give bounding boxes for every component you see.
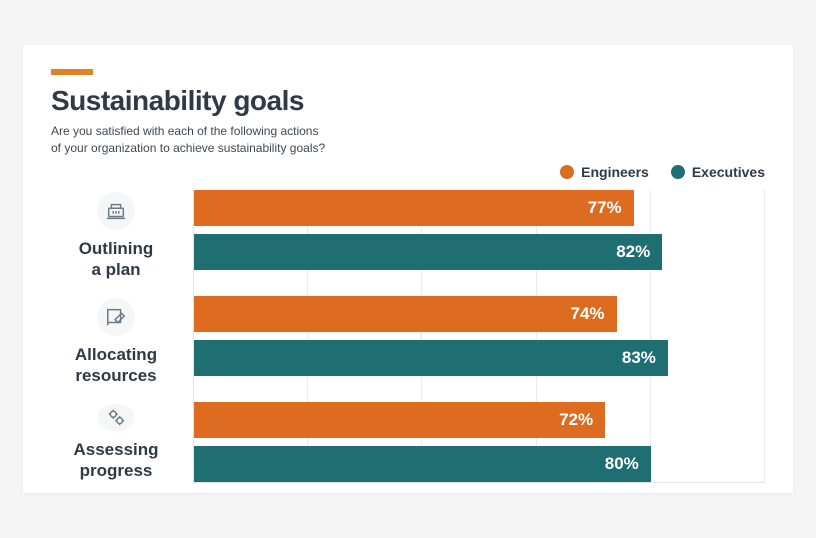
y-group-0: Outlining a plan <box>51 190 181 296</box>
bar-2-executives: 80% <box>194 446 651 482</box>
bar-row-0-0: 77% <box>194 190 765 226</box>
legend-swatch-engineers <box>560 165 574 179</box>
y-label-1-l2: resources <box>75 366 156 385</box>
chart-plot-area: Outlining a plan Allocating resources <box>51 190 765 483</box>
y-label-0-l1: Outlining <box>79 239 154 258</box>
chart-subtitle: Are you satisfied with each of the follo… <box>51 123 765 155</box>
bar-row-2-0: 72% <box>194 402 765 438</box>
chart-card: Sustainability goals Are you satisfied w… <box>23 45 793 492</box>
legend-item-engineers: Engineers <box>560 164 649 180</box>
plan-icon <box>97 192 135 230</box>
bar-1-executives-val: 83% <box>622 348 656 368</box>
bar-row-1-1: 83% <box>194 340 765 376</box>
bar-0-engineers-val: 77% <box>588 198 622 218</box>
y-label-0: Outlining a plan <box>79 238 154 281</box>
bar-1-engineers: 74% <box>194 296 617 332</box>
legend-swatch-executives <box>671 165 685 179</box>
y-label-0-l2: a plan <box>91 260 140 279</box>
progress-icon <box>97 404 135 432</box>
bar-2-engineers-val: 72% <box>559 410 593 430</box>
bar-row-0-1: 82% <box>194 234 765 270</box>
bar-0-executives: 82% <box>194 234 662 270</box>
bar-2-engineers: 72% <box>194 402 605 438</box>
y-group-1: Allocating resources <box>51 296 181 402</box>
legend: Engineers Executives <box>51 164 765 180</box>
y-label-1-l1: Allocating <box>75 345 157 364</box>
bar-0-executives-val: 82% <box>616 242 650 262</box>
legend-label-executives: Executives <box>692 164 765 180</box>
subtitle-line-2: of your organization to achieve sustaina… <box>51 141 325 155</box>
bar-row-1-0: 74% <box>194 296 765 332</box>
bar-2-executives-val: 80% <box>605 454 639 474</box>
y-axis-labels: Outlining a plan Allocating resources <box>51 190 181 483</box>
legend-item-executives: Executives <box>671 164 765 180</box>
bar-1-engineers-val: 74% <box>571 304 605 324</box>
y-label-2: Assessing progress <box>73 439 158 482</box>
bar-1-executives: 83% <box>194 340 668 376</box>
chart-title: Sustainability goals <box>51 85 765 117</box>
bars-column: 77% 82% 74% 83% 72% 80% <box>193 190 765 483</box>
resources-icon <box>97 298 135 336</box>
accent-bar <box>51 69 93 75</box>
bars-stack: 77% 82% 74% 83% 72% 80% <box>194 190 765 482</box>
y-label-2-l1: Assessing <box>73 440 158 459</box>
y-label-2-l2: progress <box>80 461 153 480</box>
y-group-2: Assessing progress <box>51 402 181 482</box>
y-label-1: Allocating resources <box>75 344 157 387</box>
subtitle-line-1: Are you satisfied with each of the follo… <box>51 124 318 138</box>
legend-label-engineers: Engineers <box>581 164 649 180</box>
bar-0-engineers: 77% <box>194 190 634 226</box>
bar-row-2-1: 80% <box>194 446 765 482</box>
